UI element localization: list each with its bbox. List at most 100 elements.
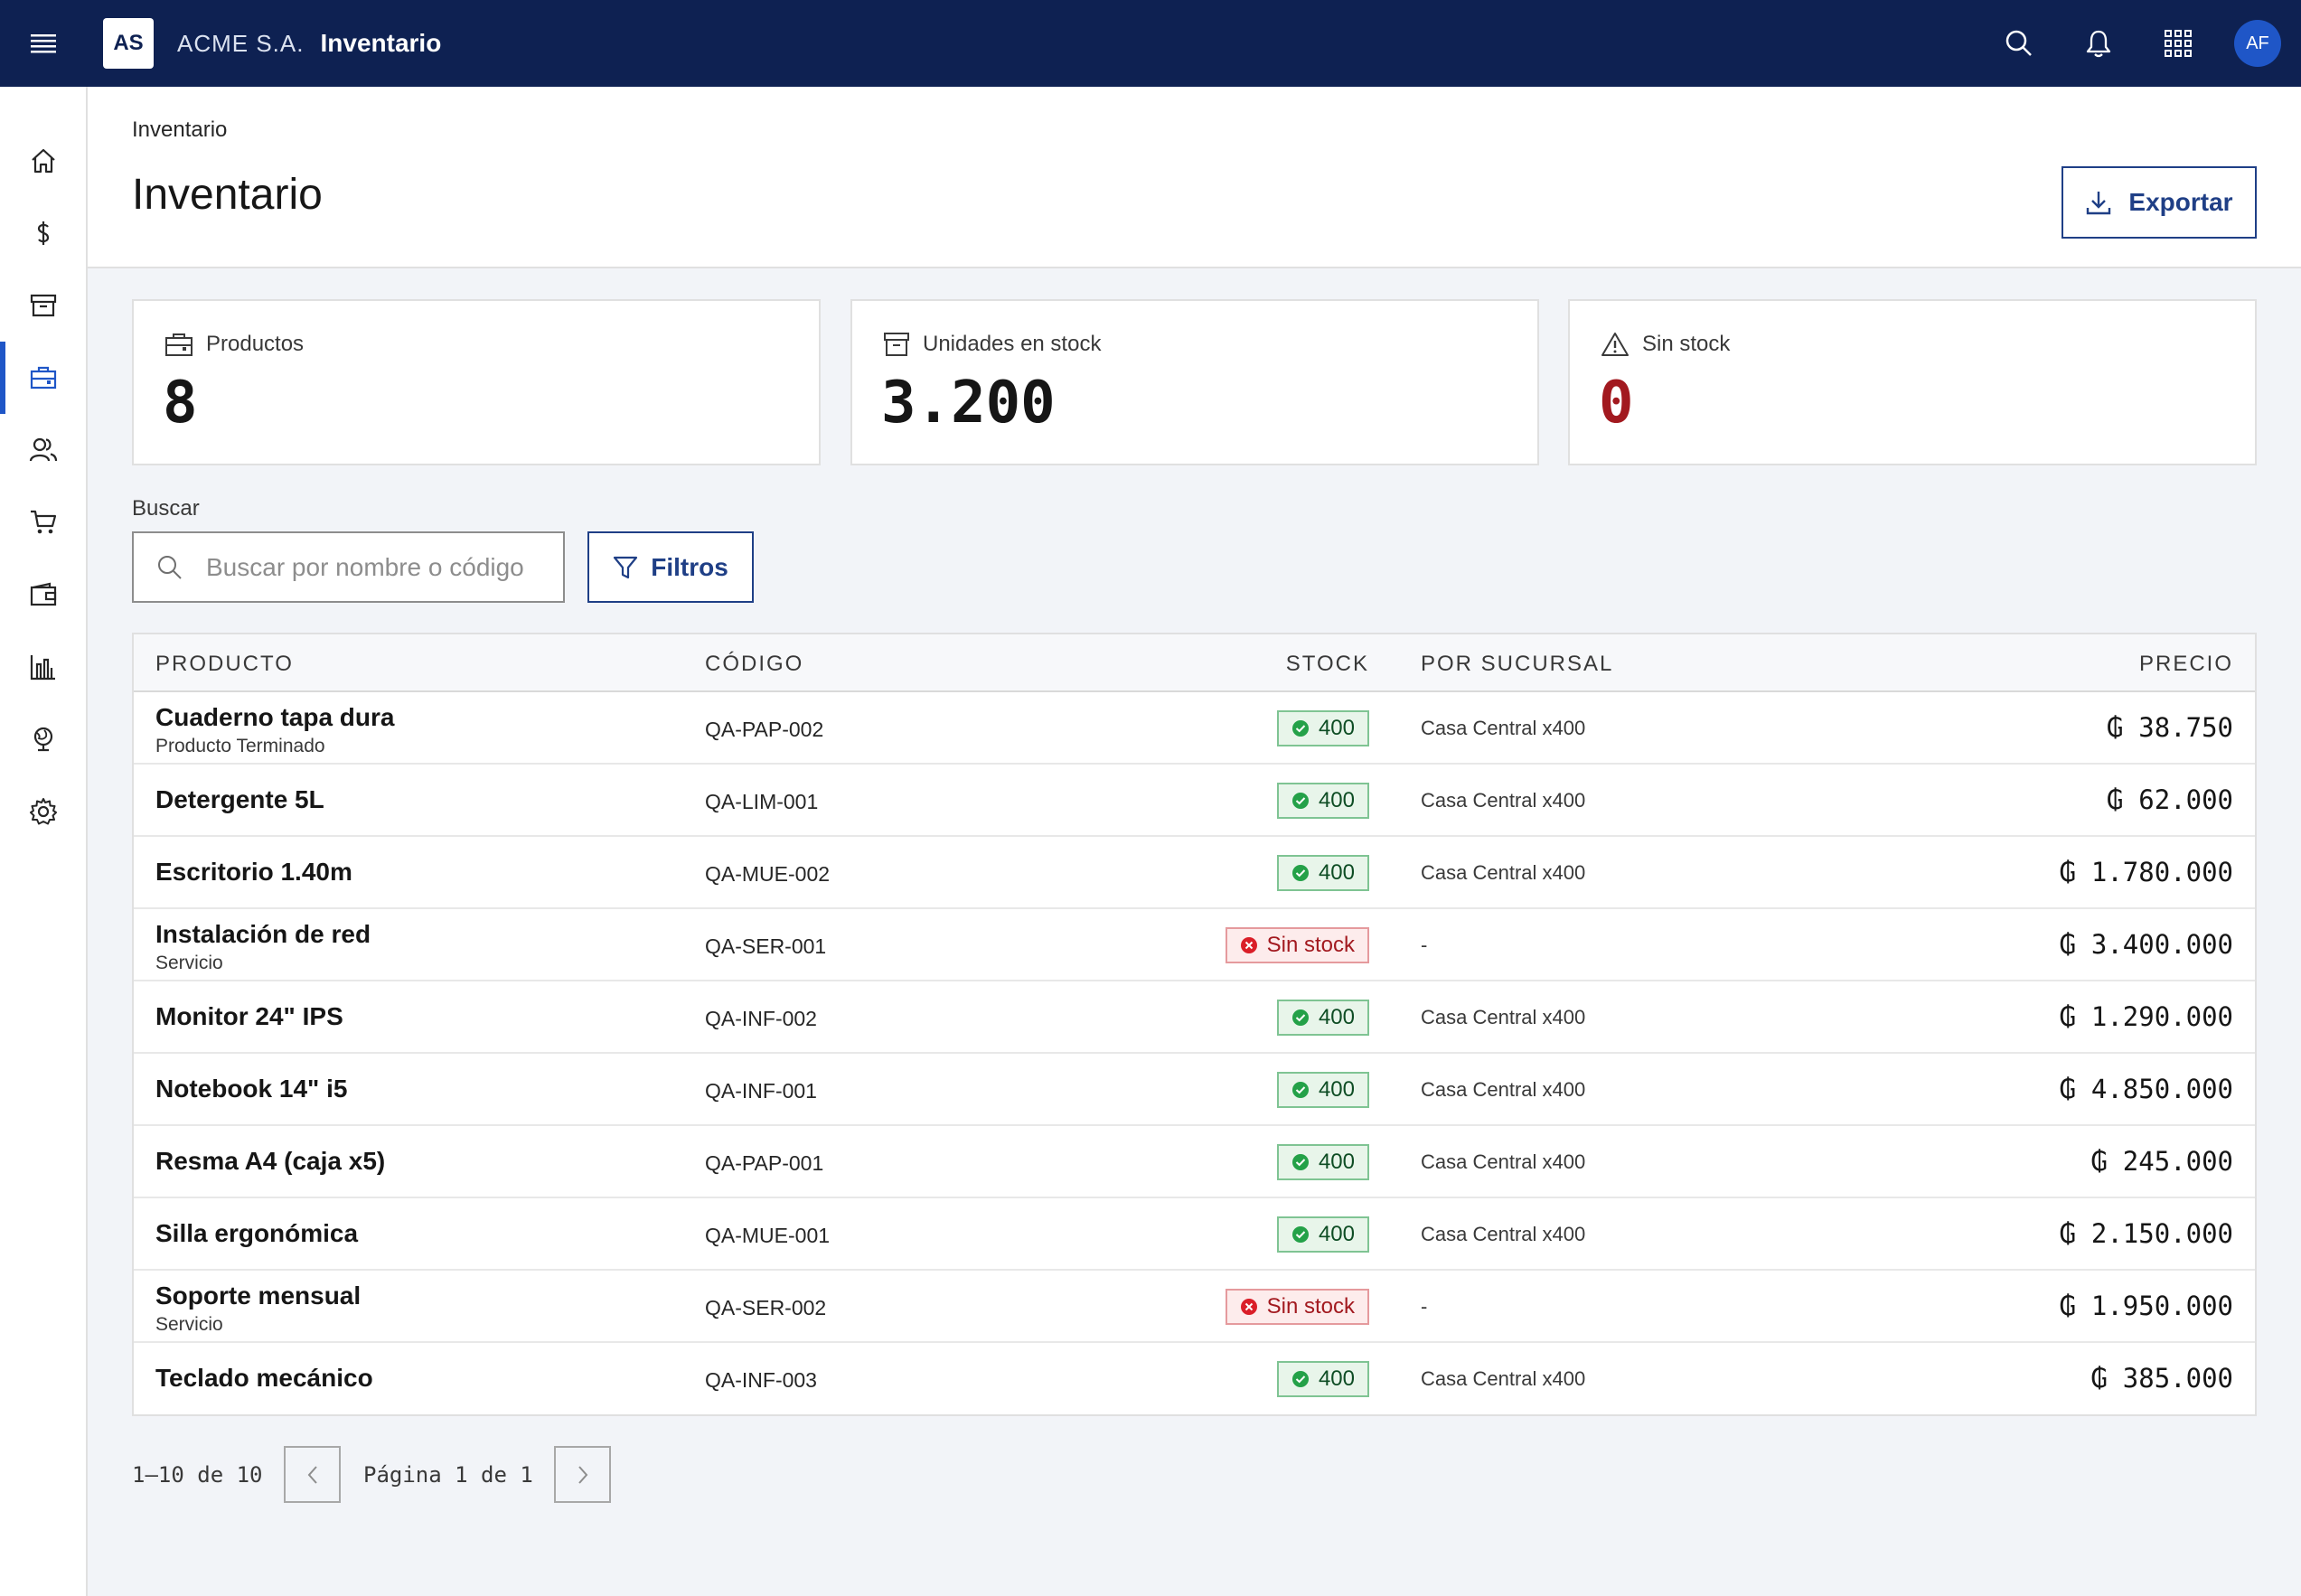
product-cell: Resma A4 (caja x5) bbox=[155, 1147, 385, 1176]
stock-badge: 400 bbox=[1276, 710, 1369, 746]
dollar-icon bbox=[37, 221, 50, 245]
product-cell: Silla ergonómica bbox=[155, 1219, 358, 1248]
product-price: ₲ 385.000 bbox=[2090, 1363, 2233, 1394]
breadcrumb[interactable]: Inventario bbox=[132, 117, 228, 142]
table-header: PRODUCTO CÓDIGO STOCK POR SUCURSAL PRECI… bbox=[134, 634, 2255, 692]
grid-icon bbox=[2165, 30, 2192, 57]
filter-icon bbox=[614, 556, 638, 578]
kpi-label: Unidades en stock bbox=[923, 332, 1102, 356]
nav-home[interactable] bbox=[0, 125, 87, 197]
product-name[interactable]: Instalación de red bbox=[155, 920, 371, 948]
table-body: Cuaderno tapa dura Producto Terminado QA-P… bbox=[134, 692, 2255, 1415]
product-name[interactable]: Teclado mecánico bbox=[155, 1364, 373, 1392]
branch-stock: - bbox=[1421, 1295, 1428, 1318]
stock-value: 400 bbox=[1318, 1005, 1355, 1029]
product-code: QA-MUE-001 bbox=[705, 1224, 831, 1247]
stock-badge: Sin stock bbox=[1225, 927, 1369, 963]
product-name[interactable]: Cuaderno tapa dura bbox=[155, 703, 395, 731]
table-row[interactable]: Resma A4 (caja x5) QA-PAP-001 400 Casa Cent… bbox=[134, 1126, 2255, 1198]
table-row[interactable]: Monitor 24" IPS QA-INF-002 400 Casa Central… bbox=[134, 981, 2255, 1054]
branch-stock: - bbox=[1421, 934, 1428, 956]
column-header-product[interactable]: PRODUCTO bbox=[155, 652, 294, 676]
stock-badge: 400 bbox=[1276, 1000, 1369, 1036]
export-button[interactable]: Exportar bbox=[2062, 166, 2257, 239]
nav-reports[interactable] bbox=[0, 631, 87, 703]
column-header-branch[interactable]: POR SUCURSAL bbox=[1421, 652, 1614, 676]
search-icon bbox=[2005, 30, 2032, 56]
app-switcher-button[interactable] bbox=[2138, 0, 2218, 87]
stock-badge: 400 bbox=[1276, 783, 1369, 819]
product-price: ₲ 62.000 bbox=[2107, 784, 2233, 815]
branch-stock: Casa Central x400 bbox=[1421, 1150, 1586, 1173]
search-button[interactable] bbox=[1979, 0, 2059, 87]
notifications-button[interactable] bbox=[2059, 0, 2138, 87]
inventory-table: PRODUCTO CÓDIGO STOCK POR SUCURSAL PRECI… bbox=[132, 633, 2257, 1416]
table-row[interactable]: Detergente 5L QA-LIM-001 400 Casa Central x… bbox=[134, 765, 2255, 837]
product-name[interactable]: Detergente 5L bbox=[155, 785, 324, 813]
table-row[interactable]: Instalación de red Servicio QA-SER-001 Sin … bbox=[134, 909, 2255, 981]
table-row[interactable]: Soporte mensual Servicio QA-SER-002 Sin sto… bbox=[134, 1271, 2255, 1343]
table-row[interactable]: Teclado mecánico QA-INF-003 400 Casa Centra… bbox=[134, 1343, 2255, 1415]
chevron-right-icon bbox=[578, 1465, 587, 1484]
next-page-button[interactable] bbox=[554, 1446, 611, 1503]
filters-button[interactable]: Filtros bbox=[587, 531, 754, 603]
stock-value: 400 bbox=[1318, 860, 1355, 885]
product-code: QA-MUE-002 bbox=[705, 862, 831, 886]
branch-stock: Casa Central x400 bbox=[1421, 861, 1586, 884]
check-circle-icon bbox=[1291, 1226, 1309, 1243]
product-name[interactable]: Silla ergonómica bbox=[155, 1219, 359, 1247]
check-circle-icon bbox=[1291, 1371, 1309, 1387]
error-circle-icon bbox=[1240, 937, 1257, 953]
table-row[interactable]: Escritorio 1.40m QA-MUE-002 400 Casa Centra… bbox=[134, 837, 2255, 909]
stock-value: Sin stock bbox=[1266, 933, 1355, 957]
nav-storage[interactable] bbox=[0, 269, 87, 342]
menu-button[interactable] bbox=[0, 0, 87, 87]
top-header: AS ACME S.A. Inventario AF bbox=[0, 0, 2301, 87]
branch-stock: Casa Central x400 bbox=[1421, 1223, 1586, 1245]
product-name[interactable]: Monitor 24" IPS bbox=[155, 1002, 343, 1030]
menu-icon bbox=[31, 34, 56, 53]
stock-value: 400 bbox=[1318, 1150, 1355, 1174]
stock-cell: Sin stock bbox=[1225, 927, 1369, 963]
stock-badge: 400 bbox=[1276, 1216, 1369, 1253]
product-type: Producto Terminado bbox=[155, 736, 325, 756]
column-header-price[interactable]: PRECIO bbox=[2138, 652, 2233, 676]
side-navigation bbox=[0, 87, 88, 1596]
check-circle-icon bbox=[1291, 865, 1309, 881]
branch-stock: Casa Central x400 bbox=[1421, 1078, 1586, 1101]
product-name[interactable]: Resma A4 (caja x5) bbox=[155, 1147, 386, 1175]
stock-cell: 400 bbox=[1276, 1216, 1369, 1253]
stock-cell: 400 bbox=[1276, 1144, 1369, 1180]
app-name[interactable]: Inventario bbox=[320, 29, 442, 57]
product-price: ₲ 4.850.000 bbox=[2059, 1074, 2233, 1104]
product-name[interactable]: Escritorio 1.40m bbox=[155, 858, 352, 886]
product-cell: Teclado mecánico bbox=[155, 1364, 373, 1393]
stock-value: 400 bbox=[1318, 1222, 1355, 1246]
nav-finance[interactable] bbox=[0, 197, 87, 269]
check-circle-icon bbox=[1291, 720, 1309, 737]
user-avatar[interactable]: AF bbox=[2234, 20, 2281, 67]
search-field[interactable] bbox=[132, 531, 565, 603]
table-row[interactable]: Silla ergonómica QA-MUE-001 400 Casa Centra… bbox=[134, 1198, 2255, 1271]
nav-contacts[interactable] bbox=[0, 414, 87, 486]
product-name[interactable]: Soporte mensual bbox=[155, 1281, 362, 1310]
table-row[interactable]: Cuaderno tapa dura Producto Terminado QA-P… bbox=[134, 692, 2255, 765]
search-input[interactable] bbox=[206, 552, 549, 582]
nav-settings[interactable] bbox=[0, 775, 87, 848]
previous-page-button[interactable] bbox=[284, 1446, 341, 1503]
nav-purchases[interactable] bbox=[0, 486, 87, 559]
nav-global[interactable] bbox=[0, 703, 87, 775]
product-type: Servicio bbox=[155, 1314, 223, 1335]
column-header-stock[interactable]: STOCK bbox=[1285, 652, 1369, 676]
nav-inventory[interactable] bbox=[0, 342, 87, 414]
company-logo[interactable]: AS bbox=[103, 18, 154, 69]
bar-chart-icon bbox=[30, 655, 55, 681]
kpi-value: 3.200 bbox=[881, 370, 1056, 437]
column-header-code[interactable]: CÓDIGO bbox=[705, 652, 804, 676]
table-row[interactable]: Notebook 14" i5 QA-INF-001 400 Casa Central… bbox=[134, 1054, 2255, 1126]
product-name[interactable]: Notebook 14" i5 bbox=[155, 1075, 348, 1103]
product-price: ₲ 1.950.000 bbox=[2059, 1291, 2233, 1321]
product-code: QA-INF-003 bbox=[705, 1368, 817, 1392]
nav-wallet[interactable] bbox=[0, 559, 87, 631]
page-header: Inventario Inventario Exportar bbox=[88, 87, 2301, 268]
